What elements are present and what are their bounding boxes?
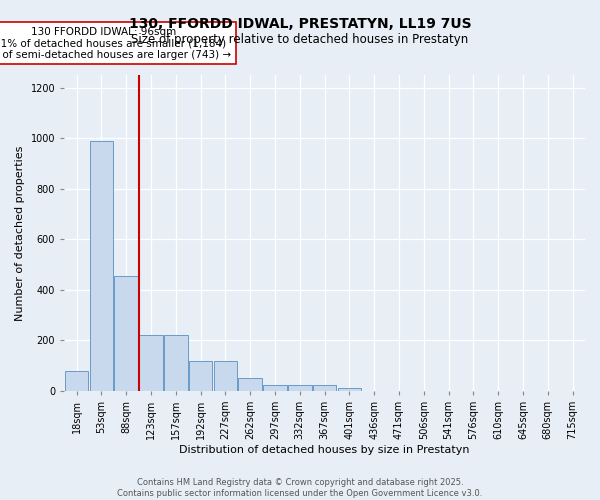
Bar xyxy=(189,360,212,391)
Bar xyxy=(164,336,188,391)
Text: Contains HM Land Registry data © Crown copyright and database right 2025.
Contai: Contains HM Land Registry data © Crown c… xyxy=(118,478,482,498)
Bar xyxy=(288,386,311,391)
Y-axis label: Number of detached properties: Number of detached properties xyxy=(15,146,25,320)
Bar xyxy=(139,336,163,391)
Bar xyxy=(115,276,138,391)
Bar xyxy=(89,140,113,391)
Bar xyxy=(313,386,337,391)
Text: Size of property relative to detached houses in Prestatyn: Size of property relative to detached ho… xyxy=(131,32,469,46)
Bar xyxy=(338,388,361,391)
Bar xyxy=(65,370,88,391)
Text: 130 FFORDD IDWAL: 96sqm
← 61% of detached houses are smaller (1,184)
38% of semi: 130 FFORDD IDWAL: 96sqm ← 61% of detache… xyxy=(0,26,232,60)
Bar xyxy=(238,378,262,391)
X-axis label: Distribution of detached houses by size in Prestatyn: Distribution of detached houses by size … xyxy=(179,445,470,455)
Bar xyxy=(263,384,287,391)
Bar xyxy=(214,360,237,391)
Text: 130, FFORDD IDWAL, PRESTATYN, LL19 7US: 130, FFORDD IDWAL, PRESTATYN, LL19 7US xyxy=(128,18,472,32)
